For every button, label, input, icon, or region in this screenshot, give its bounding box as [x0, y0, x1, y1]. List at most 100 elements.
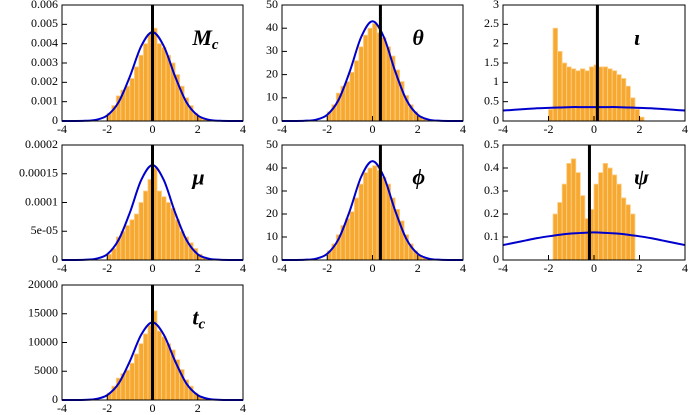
x-tick-label: 2: [195, 401, 201, 415]
x-tick-label: -4: [57, 401, 67, 415]
histogram-bar: [625, 85, 631, 122]
histogram-bar: [129, 362, 135, 401]
histogram-bar: [174, 219, 181, 261]
panel-label: ι: [634, 25, 640, 50]
histogram-bar: [566, 66, 572, 122]
panel-label: Mc: [191, 25, 219, 53]
x-tick-label: -2: [322, 122, 332, 136]
histogram-bar: [570, 68, 577, 122]
histogram-bar: [602, 162, 609, 261]
histogram-bar: [625, 204, 631, 261]
x-tick-label: 2: [415, 122, 421, 136]
x-tick-label: 4: [240, 401, 246, 415]
y-tick-label: 0: [52, 252, 58, 266]
histogram-bar: [133, 66, 140, 122]
y-tick-label: 0.2: [484, 206, 499, 220]
panel: -4 -2 0 2 4 0 0.5 1 1.5 2 2.5 3 ι: [484, 0, 688, 136]
y-tick-label: 5000: [34, 363, 58, 377]
panel-label: μ: [191, 165, 204, 190]
histogram-bar: [639, 116, 645, 122]
histogram-bar: [589, 66, 595, 122]
x-tick-label: -4: [57, 122, 67, 136]
x-tick-label: 0: [591, 122, 597, 136]
histogram-bar: [165, 54, 171, 122]
y-tick-label: 2: [493, 35, 499, 49]
x-tick-label: 0: [150, 122, 156, 136]
y-tick-label: 0.5: [484, 137, 499, 151]
x-tick-label: 4: [240, 261, 246, 275]
y-tick-label: 0.002: [31, 74, 58, 88]
histogram-bar: [143, 333, 149, 401]
y-tick-label: 30: [266, 183, 278, 197]
histogram-bar: [381, 37, 387, 122]
histogram-bar: [353, 197, 360, 261]
histogram-bar: [156, 330, 162, 401]
y-tick-label: 30: [266, 43, 278, 57]
histogram-bar: [611, 70, 618, 122]
histogram-bar: [561, 62, 568, 122]
x-tick-label: -4: [498, 261, 508, 275]
y-tick-label: 0.00015: [19, 166, 58, 180]
x-tick-label: -2: [102, 261, 112, 275]
y-tick-label: 0: [272, 113, 278, 127]
histogram-bar: [630, 213, 636, 261]
y-tick-label: 0.4: [484, 160, 499, 174]
histogram-bar: [124, 369, 131, 401]
y-tick-label: 0.003: [31, 55, 58, 69]
y-tick-label: 1.5: [484, 55, 499, 69]
fit-curve: [281, 160, 464, 262]
panel: -4 -2 0 2 4 0 5000 10000 15000 20000 tc: [28, 277, 246, 415]
panel-label: ψ: [634, 165, 649, 190]
x-tick-label: -2: [102, 122, 112, 136]
y-tick-label: 0.0002: [25, 137, 58, 151]
histogram-bar: [575, 70, 581, 122]
histogram-bar: [634, 109, 640, 122]
histogram-bar: [106, 253, 113, 261]
x-tick-label: 2: [415, 261, 421, 275]
histogram-bar: [381, 176, 387, 261]
panel: -4 -2 0 2 4 0 0.1 0.2 0.3 0.4 0.5 ψ: [484, 137, 688, 275]
x-tick-label: -4: [277, 261, 287, 275]
y-tick-label: 0: [493, 113, 499, 127]
histogram-bar: [124, 85, 131, 122]
x-tick-label: -2: [322, 261, 332, 275]
histogram-bar: [552, 213, 558, 261]
histogram-bar: [598, 66, 604, 122]
y-tick-label: 0: [52, 392, 58, 406]
histogram-bar: [620, 78, 627, 122]
y-tick-label: 10000: [28, 334, 58, 348]
histogram-bar: [170, 207, 176, 261]
histogram-bar: [570, 158, 577, 261]
x-tick-label: -2: [544, 122, 554, 136]
x-tick-label: 0: [370, 261, 376, 275]
y-tick-label: 3: [493, 0, 499, 11]
y-tick-label: 2.5: [484, 16, 499, 30]
x-tick-label: -2: [544, 261, 554, 275]
x-tick-label: 2: [195, 122, 201, 136]
x-tick-label: 2: [637, 261, 643, 275]
y-tick-label: 20: [266, 206, 278, 220]
y-tick-label: 0: [493, 252, 499, 266]
y-tick-label: 10: [266, 90, 278, 104]
histogram-bar: [607, 68, 613, 122]
histogram-bar: [602, 66, 609, 122]
histogram-bar: [372, 23, 378, 122]
histogram-bar: [557, 202, 563, 261]
y-tick-label: 15000: [28, 306, 58, 320]
panel-label-main: ι: [634, 25, 640, 50]
histogram-bar: [138, 54, 144, 122]
histogram-bar: [156, 43, 162, 122]
histogram-bar: [143, 190, 149, 261]
histogram-bar: [616, 183, 622, 261]
histogram-bar: [124, 225, 131, 261]
fit-curve: [502, 231, 686, 247]
histogram-bar: [566, 162, 572, 261]
histogram-bar: [165, 343, 171, 401]
x-tick-label: -4: [498, 122, 508, 136]
histogram-bar: [161, 336, 167, 401]
histogram-bar: [372, 165, 378, 261]
x-tick-label: -2: [102, 401, 112, 415]
histogram-bar: [344, 218, 351, 261]
panel-label: θ: [412, 25, 424, 50]
